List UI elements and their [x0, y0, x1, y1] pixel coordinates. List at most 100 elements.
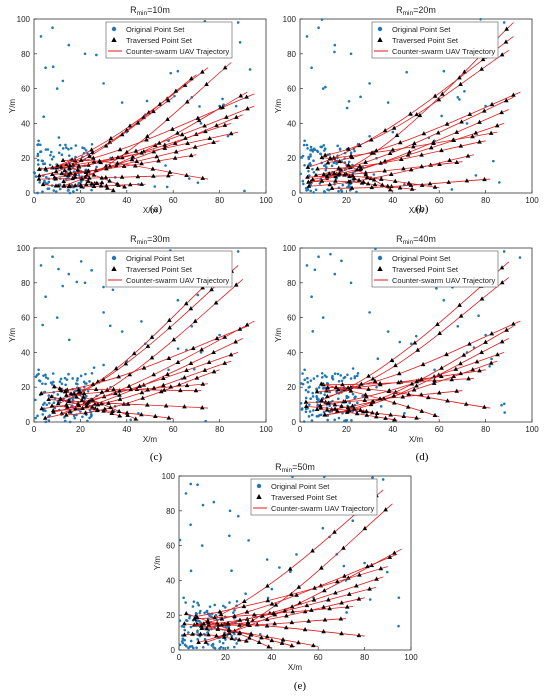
- traversed-point: [322, 412, 328, 417]
- traversed-point: [470, 133, 475, 139]
- original-point: [49, 153, 52, 157]
- traversed-point: [192, 144, 198, 149]
- traversed-point: [245, 619, 251, 625]
- traversed-point: [117, 388, 122, 393]
- traversed-point: [209, 287, 214, 292]
- traversed-point: [351, 406, 357, 411]
- original-point: [77, 181, 81, 185]
- original-point: [333, 418, 336, 422]
- traversed-point: [382, 128, 388, 133]
- original-point: [81, 415, 84, 419]
- original-point: [312, 377, 316, 380]
- traversed-point: [466, 376, 471, 381]
- original-point: [309, 145, 313, 149]
- traversed-point: [392, 178, 398, 183]
- y-tick-label: 80: [21, 50, 30, 59]
- traversed-point: [439, 147, 444, 153]
- original-point: [196, 483, 199, 487]
- traversed-point: [419, 163, 425, 169]
- original-point: [309, 397, 312, 401]
- traversed-point: [332, 170, 337, 176]
- traversed-point: [265, 583, 270, 588]
- original-point: [46, 182, 49, 185]
- traversed-point: [437, 161, 442, 167]
- traversed-point: [385, 183, 391, 188]
- legend-label: Traversed Point Set: [126, 265, 193, 274]
- original-point: [67, 272, 71, 276]
- original-point: [349, 52, 353, 56]
- traversed-point: [91, 155, 96, 160]
- original-point: [289, 570, 292, 573]
- traversed-point: [437, 390, 442, 395]
- traversed-point: [64, 392, 69, 397]
- traversed-point: [183, 610, 189, 616]
- traversed-point: [183, 135, 188, 140]
- original-point: [38, 143, 42, 147]
- original-point: [302, 182, 305, 186]
- traversed-point: [341, 545, 346, 550]
- original-point: [304, 410, 308, 414]
- traversed-point: [279, 640, 285, 645]
- original-point: [308, 162, 312, 165]
- traversed-point: [61, 178, 67, 183]
- traversed-point: [245, 106, 250, 111]
- y-tick-label: 20: [21, 383, 30, 392]
- traversed-point: [213, 300, 219, 305]
- y-tick-label: 0: [292, 418, 297, 427]
- original-point: [218, 640, 222, 643]
- original-point: [450, 188, 454, 191]
- y-tick-label: 80: [21, 279, 30, 288]
- traversed-point: [93, 386, 99, 392]
- y-tick-label: 100: [17, 15, 31, 24]
- original-point: [304, 407, 308, 411]
- traversed-point: [362, 397, 368, 402]
- original-point: [181, 641, 185, 645]
- original-point: [304, 396, 308, 400]
- original-point: [205, 609, 209, 613]
- traversed-point: [182, 621, 187, 626]
- original-point: [348, 185, 352, 189]
- original-point: [312, 170, 316, 174]
- traversed-point: [189, 75, 194, 81]
- traversed-point: [347, 591, 352, 596]
- y-axis-label: Y/m: [274, 328, 283, 343]
- original-point: [518, 256, 522, 259]
- original-point: [328, 390, 332, 394]
- original-point: [48, 163, 52, 167]
- x-tick-label: 40: [267, 653, 276, 662]
- traversed-point: [357, 163, 363, 168]
- original-point: [44, 420, 48, 424]
- traversed-point: [115, 160, 120, 165]
- original-point: [196, 601, 199, 605]
- traversed-point: [489, 331, 495, 336]
- traversed-point: [104, 166, 109, 171]
- traversed-point: [76, 163, 82, 168]
- original-point: [36, 414, 39, 418]
- original-point: [492, 159, 495, 163]
- traversed-point: [318, 404, 323, 410]
- traversed-point: [358, 165, 364, 170]
- traversed-point: [241, 603, 247, 609]
- original-point: [140, 320, 143, 323]
- traversed-point: [272, 621, 277, 626]
- chart-panel-2: 0 20 40 60 80 100 0 20 40 60 80 100 X/m Y/m Rmin=20m Or…: [274, 5, 539, 215]
- original-point: [368, 311, 371, 314]
- original-point: [306, 147, 309, 150]
- original-point: [197, 603, 200, 607]
- traversed-point: [296, 584, 302, 589]
- original-point: [248, 68, 252, 71]
- original-point: [307, 174, 311, 177]
- original-point: [235, 599, 239, 603]
- original-point: [60, 153, 64, 157]
- x-tick-label: 80: [215, 196, 224, 205]
- traversed-point: [139, 390, 145, 395]
- traversed-point: [133, 148, 139, 153]
- traversed-point: [356, 596, 362, 601]
- traversed-point: [419, 376, 424, 381]
- original-point: [325, 381, 329, 385]
- traversed-point: [369, 184, 375, 190]
- traversed-point: [294, 592, 299, 597]
- original-point: [320, 18, 324, 21]
- original-point: [178, 538, 182, 542]
- original-point: [199, 122, 203, 125]
